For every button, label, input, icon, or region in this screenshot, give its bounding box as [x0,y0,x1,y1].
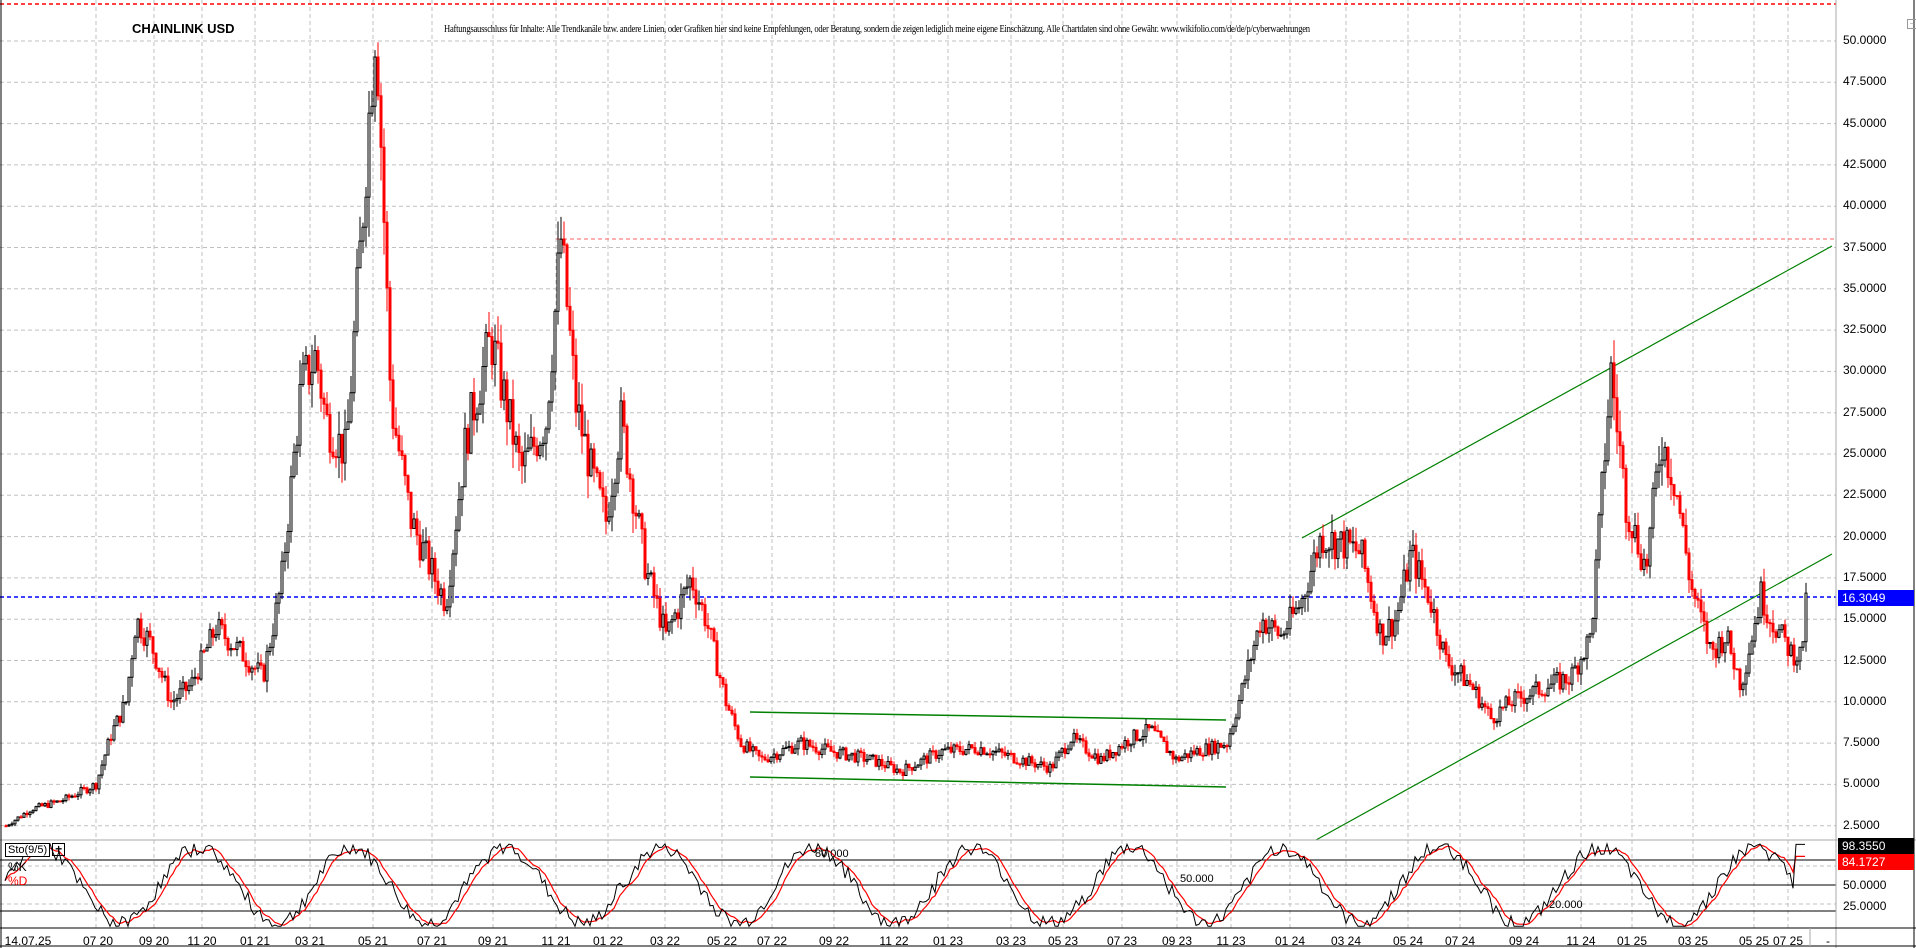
price-tick-label: 27.5000 [1843,404,1887,419]
date-tick-label: 05 25 [1738,934,1770,948]
stochastic-lines [4,842,1805,928]
stochastic-axis-25: 25.0000 [1843,899,1887,913]
current-price-badge: 16.3049 [1838,590,1914,606]
collapse-panel-button[interactable]: − [1907,19,1916,29]
price-tick-label: 22.5000 [1843,487,1887,502]
date-tick-label: 05 23 [1047,934,1079,948]
date-tick-label: 03 24 [1330,934,1362,948]
stochastic-indicator-name[interactable]: Sto(9/5) [5,843,51,857]
date-tick-label: 01 24 [1274,934,1306,948]
date-tick-label: 09 24 [1508,934,1540,948]
date-tick-label: 11 21 [541,934,571,948]
date-tick-label: 07 20 [82,934,114,948]
price-tick-label: 15.0000 [1843,611,1887,626]
price-tick-label: 37.5000 [1843,239,1887,254]
k-line-label: %K [8,860,27,874]
price-tick-label: 42.5000 [1843,156,1887,171]
date-tick-label: 03 21 [294,934,326,948]
stochastic-level-20: 20.000 [1549,899,1583,911]
price-tick-label: 30.0000 [1843,363,1887,378]
d-line-label: %D [8,874,28,888]
price-tick-label: 32.5000 [1843,322,1887,337]
date-tick-label: 03 25 [1677,934,1709,948]
stochastic-level-50: 50.000 [1180,873,1214,885]
date-tick-label: 11 23 [1216,934,1246,948]
date-tick-label: - [1826,934,1830,948]
price-tick-label: 5.0000 [1843,776,1880,791]
stochastic-level-80: 80.000 [815,848,849,860]
date-tick-label: 03 22 [649,934,681,948]
date-tick-label: 07 24 [1444,934,1476,948]
date-tick-label: 07 23 [1106,934,1138,948]
price-tick-label: 45.0000 [1843,115,1887,130]
price-tick-label: 50.0000 [1843,33,1887,47]
date-tick-label: 01 23 [932,934,964,948]
date-tick-label: 03 23 [995,934,1027,948]
date-tick-label: 07 25 [1772,934,1804,948]
date-tick-label: 11 22 [879,934,909,948]
date-tick-label: 07 22 [756,934,788,948]
date-tick-label: 01 22 [592,934,624,948]
stochastic-axis-50: 50.0000 [1843,878,1887,892]
price-tick-label: 20.0000 [1843,528,1887,543]
price-tick-label: 17.5000 [1843,569,1887,584]
date-tick-label: 09 20 [138,934,170,948]
date-tick-label: 09 21 [477,934,509,948]
date-tick-label: 14.07.25 [4,934,52,948]
price-tick-label: 10.0000 [1843,693,1887,708]
date-tick-label: 05 24 [1392,934,1424,948]
d-value-badge: 84.1727 [1838,854,1914,870]
chart-title: CHAINLINK USD [132,21,235,36]
price-tick-label: 25.0000 [1843,446,1887,460]
price-tick-label: 12.5000 [1843,652,1887,667]
k-value-badge: 98.3550 [1838,838,1914,854]
date-tick-label: 09 23 [1161,934,1193,948]
candlesticks [4,42,1808,828]
date-tick-label: 09 22 [818,934,850,948]
plus-icon[interactable]: + [52,843,66,856]
date-tick-label: 11 24 [1566,934,1596,948]
stochastic-legend: Sto(9/5) + [5,843,66,857]
price-tick-label: 40.0000 [1843,198,1887,213]
date-tick-label: 07 21 [416,934,448,948]
price-tick-label: 7.5000 [1843,735,1880,750]
price-tick-label: 35.0000 [1843,280,1887,295]
price-tick-label: 2.5000 [1843,817,1880,832]
date-tick-label: 05 22 [706,934,738,948]
date-tick-label: 11 20 [187,934,217,948]
price-tick-label: 47.5000 [1843,74,1887,89]
date-tick-label: 01 25 [1616,934,1648,948]
grid-lines [0,0,1836,928]
chart-overlays [0,3,1836,841]
date-tick-label: 01 21 [239,934,271,948]
disclaimer-text: Haftungsausschluss für Inhalte: Alle Tre… [444,24,1310,35]
date-tick-label: 05 21 [357,934,389,948]
